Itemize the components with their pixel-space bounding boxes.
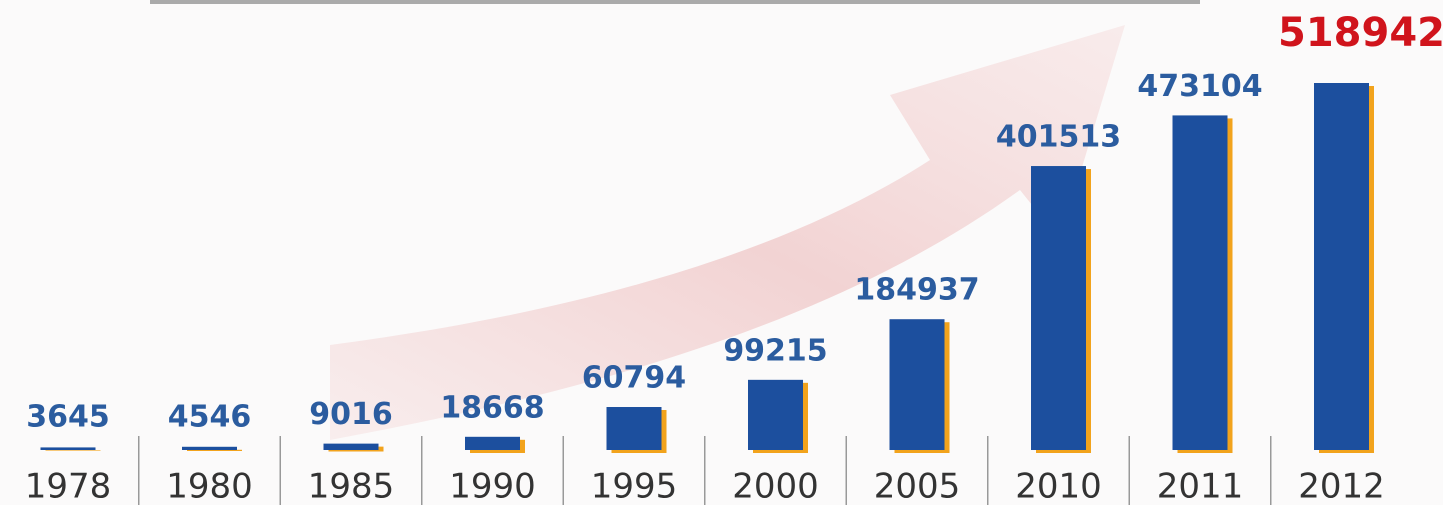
x-tick-label: 1980: [166, 467, 253, 505]
bar: [324, 444, 379, 450]
value-label: 184937: [854, 273, 979, 308]
value-label: 3645: [26, 400, 110, 435]
x-tick-label: 1990: [449, 467, 536, 505]
x-tick-label: 1995: [591, 467, 678, 505]
bar: [41, 447, 96, 450]
x-tick-label: 1985: [308, 467, 395, 505]
value-label: 518942: [1278, 10, 1443, 56]
x-tick-label: 2005: [874, 467, 961, 505]
x-tick-label: 2012: [1298, 467, 1385, 505]
bar: [182, 447, 237, 450]
value-label: 99215: [723, 333, 827, 368]
value-label: 473104: [1137, 69, 1262, 104]
bar: [1173, 115, 1228, 450]
bar: [465, 437, 520, 450]
page: 3645 1978 4546 1980 9016 1985 18668 1990 60794 19…: [0, 0, 1443, 505]
value-label: 9016: [309, 397, 393, 432]
x-tick-label: 2010: [1015, 467, 1102, 505]
x-tick-label: 2011: [1157, 467, 1244, 505]
x-tick-label: 1978: [25, 467, 112, 505]
value-label: 60794: [582, 361, 686, 396]
bar: [607, 407, 662, 450]
bar: [1314, 83, 1369, 450]
x-tick-label: 2000: [732, 467, 819, 505]
value-label: 4546: [168, 400, 252, 435]
bar: [890, 319, 945, 450]
value-label: 401513: [996, 120, 1121, 155]
bar: [1031, 166, 1086, 450]
value-label: 18668: [440, 390, 544, 425]
chart: 3645 1978 4546 1980 9016 1985 18668 1990 60794 19…: [0, 0, 1443, 505]
bar: [748, 380, 803, 450]
